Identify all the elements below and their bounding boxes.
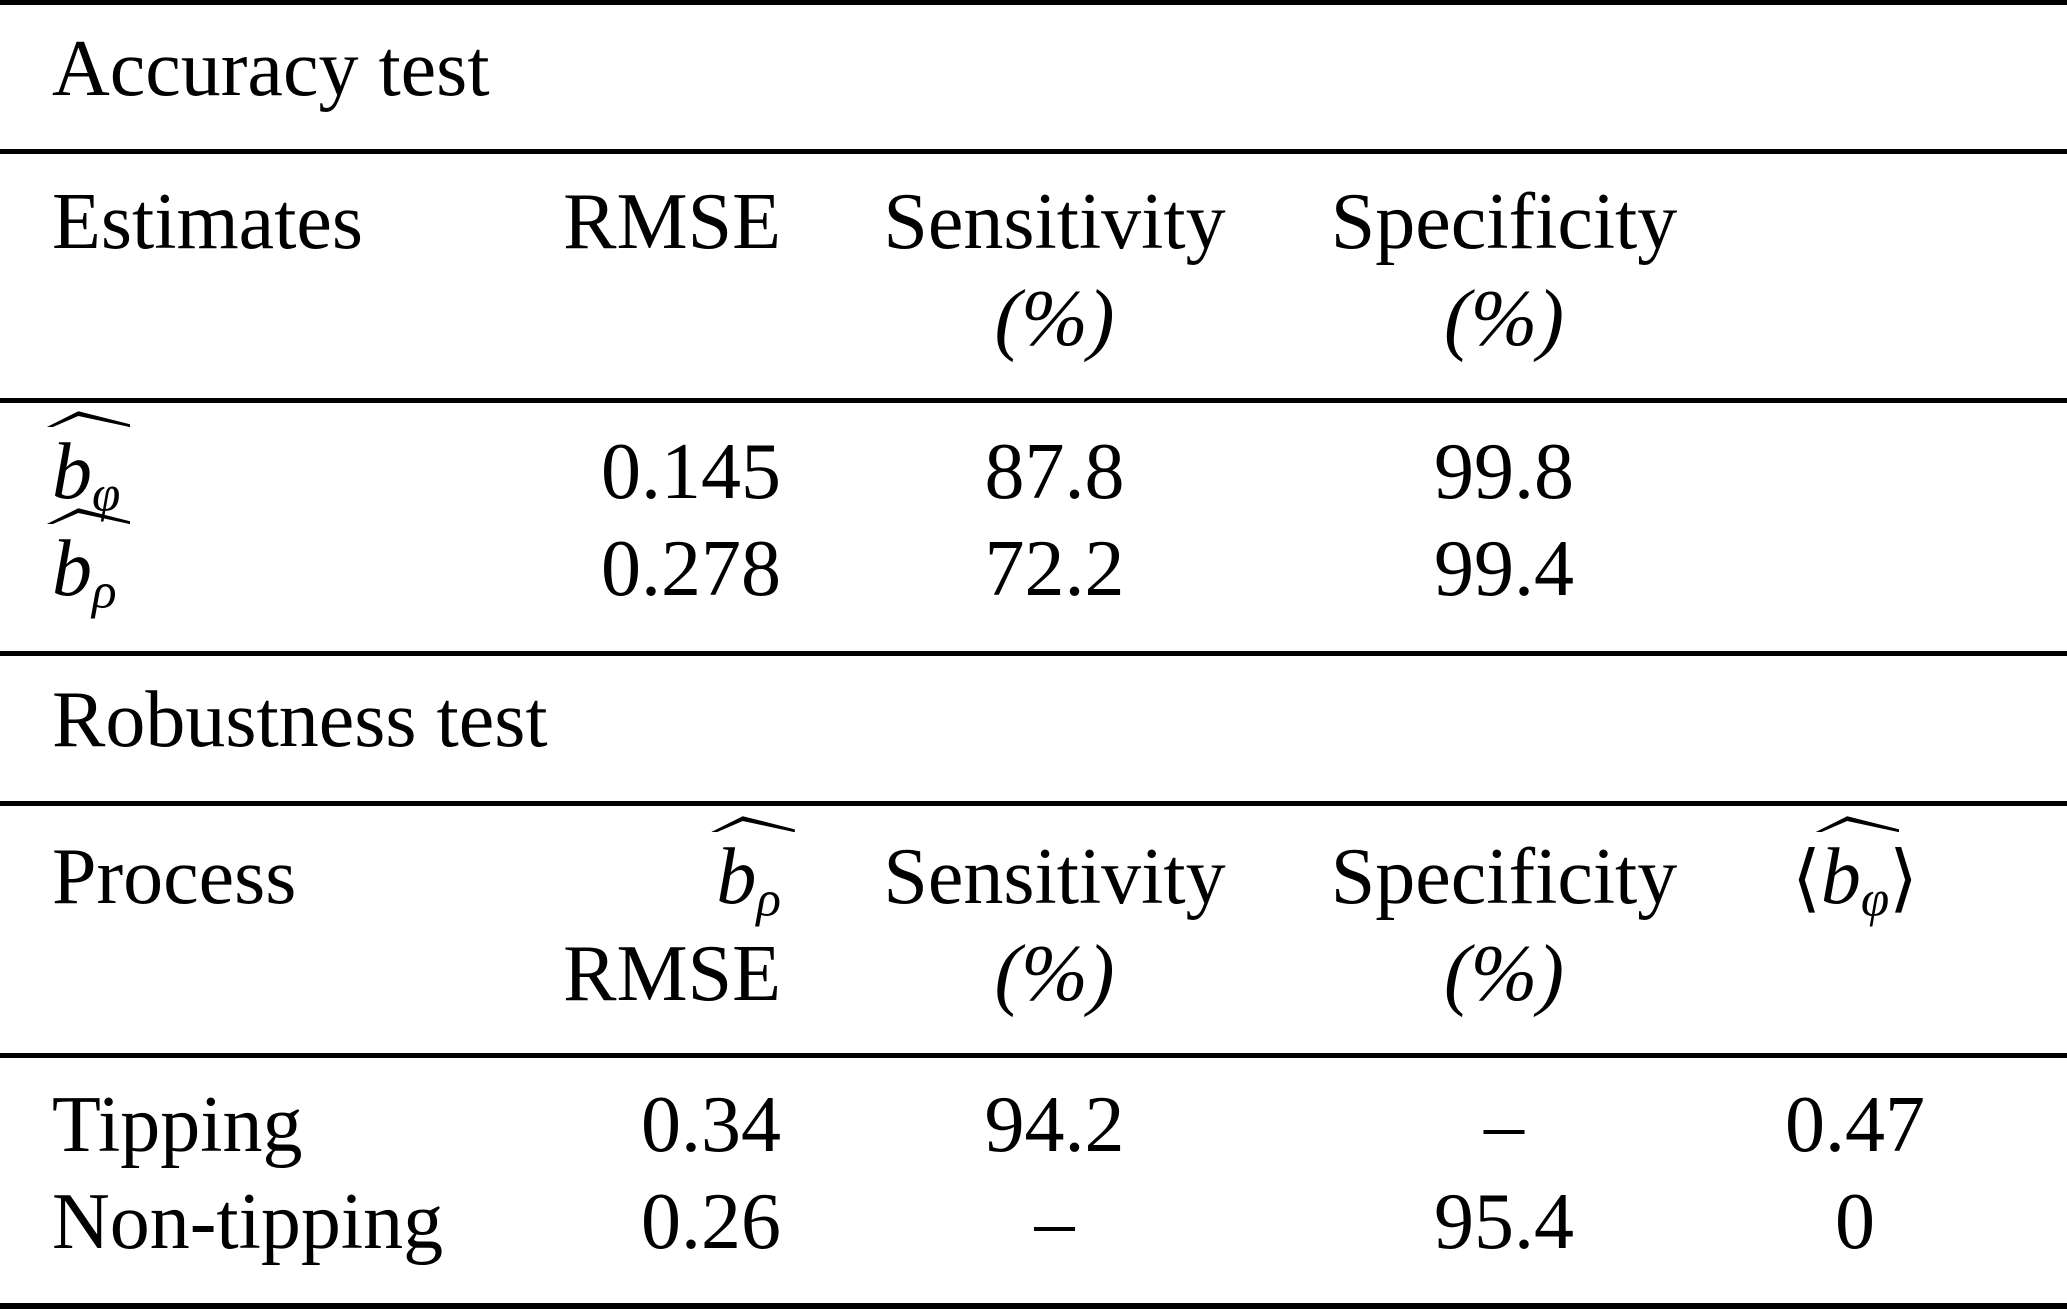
brho-hat-header-symbol: bρ (460, 816, 795, 928)
robustness-col-process: Process (0, 829, 460, 1023)
process-header-label: Process (52, 833, 297, 921)
robustness-title-text: Robustness test (52, 676, 548, 764)
table-row-label-bphi: bφ (0, 411, 460, 523)
right-angle-bracket: ⟩ (1889, 836, 1918, 921)
non-tipping-specificity-value: 95.4 (1434, 1178, 1574, 1266)
robustness-col-specificity: Specificity (%) (1328, 829, 1680, 1023)
brho-rmse-value: 0.278 (601, 525, 781, 613)
accuracy-body: bφ 0.145 87.8 99.8 bρ 0.278 72.2 99.4 (0, 403, 2067, 651)
accuracy-col-rmse: RMSE (460, 174, 781, 368)
accuracy-header-rule (0, 398, 2067, 403)
robustness-header-row: Process bρ RMSE Sensitivity (%) Specific… (0, 806, 2067, 1053)
mean-bphi-header-symbol: ⟨ bφ⟩ (1680, 816, 2030, 928)
accuracy-col-specificity: Specificity (%) (1328, 174, 1680, 368)
rmse-header-label: RMSE (563, 930, 781, 1018)
b-hat-phi-symbol: b (46, 411, 131, 521)
accuracy-col-sensitivity: Sensitivity (%) (781, 174, 1328, 368)
robustness-section-title: Robustness test (0, 656, 2067, 801)
specificity-header-label: Specificity (1330, 833, 1678, 921)
specificity-percent-label: (%) (1444, 275, 1564, 363)
left-angle-bracket: ⟨ (1792, 836, 1821, 921)
specificity-header-label: Specificity (1330, 178, 1678, 266)
sensitivity-percent-label: (%) (994, 275, 1115, 363)
bottom-rule (0, 1303, 2067, 1309)
brho-sensitivity-value: 72.2 (984, 525, 1125, 613)
robustness-col-rmse: bρ RMSE (460, 816, 795, 1023)
tipping-mean-bphi-value: 0.47 (1785, 1081, 1925, 1169)
accuracy-header-row: Estimates RMSE Sensitivity (%) Specifici… (0, 154, 2067, 398)
widehat-accent (46, 411, 131, 428)
accuracy-title-text: Accuracy test (52, 25, 490, 113)
robustness-header-rule (0, 1053, 2067, 1058)
estimates-header-label: Estimates (52, 178, 364, 266)
variable-b: b (52, 525, 92, 613)
accuracy-section-title: Accuracy test (0, 5, 2067, 149)
accuracy-col-empty (1680, 174, 2030, 368)
bphi-rmse-value: 0.145 (601, 428, 781, 516)
sensitivity-header-label: Sensitivity (883, 178, 1226, 266)
subscript-phi: φ (1860, 870, 1890, 928)
tipping-rmse-value: 0.34 (641, 1081, 781, 1169)
non-tipping-rmse-value: 0.26 (641, 1178, 781, 1266)
non-tipping-mean-bphi-value: 0 (1835, 1178, 1875, 1266)
sensitivity-header-label: Sensitivity (883, 833, 1226, 921)
robustness-body: Tipping 0.34 94.2 – 0.47 Non-tipping 0.2… (0, 1058, 2067, 1303)
accuracy-bottom-rule (0, 651, 2067, 656)
top-rule (0, 0, 2067, 5)
accuracy-title-rule (0, 149, 2067, 154)
subscript-rho: ρ (756, 870, 781, 928)
accuracy-col-estimates: Estimates (0, 174, 460, 368)
widehat-accent (1815, 816, 1900, 833)
brho-specificity-value: 99.4 (1434, 525, 1574, 613)
bphi-sensitivity-value: 87.8 (984, 428, 1125, 516)
subscript-rho: ρ (92, 562, 117, 620)
sensitivity-percent-label: (%) (994, 930, 1115, 1018)
table-row-label-non-tipping: Non-tipping (52, 1178, 444, 1266)
variable-b: b (716, 833, 757, 921)
rmse-header-label: RMSE (563, 178, 781, 266)
subscript-phi: φ (92, 465, 121, 523)
variable-b: b (52, 428, 92, 516)
tipping-sensitivity-value: 94.2 (984, 1081, 1125, 1169)
variable-b: b (1820, 833, 1861, 921)
specificity-percent-label: (%) (1444, 930, 1564, 1018)
bphi-specificity-value: 99.8 (1434, 428, 1574, 516)
robustness-col-sensitivity: Sensitivity (%) (781, 829, 1328, 1023)
table-row-label-tipping: Tipping (52, 1081, 303, 1169)
robustness-col-mean-bphi: ⟨ bφ⟩ (1680, 816, 2030, 1023)
robustness-title-rule (0, 801, 2067, 806)
non-tipping-sensitivity-value: – (1034, 1178, 1075, 1266)
tipping-specificity-value: – (1484, 1081, 1524, 1169)
table-row-label-brho: bρ (0, 508, 460, 620)
b-hat-rho-symbol: b (46, 508, 131, 618)
